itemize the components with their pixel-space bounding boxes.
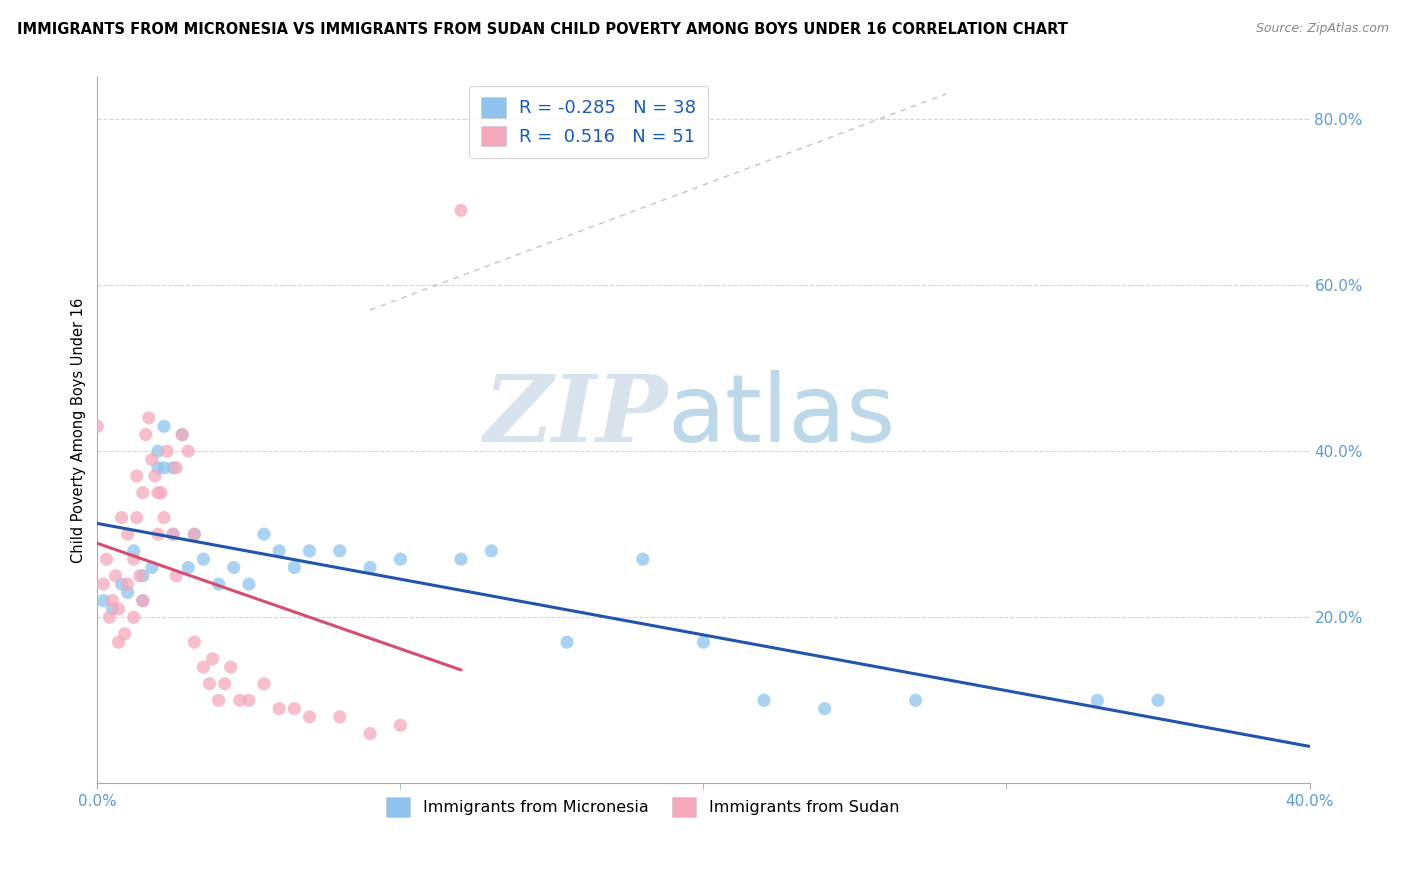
Point bbox=[117, 527, 139, 541]
Point bbox=[153, 510, 176, 524]
Text: IMMIGRANTS FROM MICRONESIA VS IMMIGRANTS FROM SUDAN CHILD POVERTY AMONG BOYS UND: IMMIGRANTS FROM MICRONESIA VS IMMIGRANTS… bbox=[17, 22, 1067, 37]
Point bbox=[201, 652, 224, 666]
Point bbox=[207, 577, 229, 591]
Point bbox=[814, 701, 837, 715]
Point bbox=[122, 552, 145, 566]
Point bbox=[104, 568, 127, 582]
Point bbox=[1087, 693, 1109, 707]
Point bbox=[153, 419, 176, 434]
Point bbox=[183, 635, 205, 649]
Point bbox=[132, 568, 155, 582]
Point bbox=[86, 419, 108, 434]
Point bbox=[359, 560, 381, 574]
Point bbox=[162, 527, 184, 541]
Point bbox=[752, 693, 775, 707]
Point bbox=[692, 635, 714, 649]
Point bbox=[207, 693, 229, 707]
Legend: Immigrants from Micronesia, Immigrants from Sudan: Immigrants from Micronesia, Immigrants f… bbox=[378, 789, 908, 825]
Point bbox=[93, 577, 115, 591]
Point bbox=[359, 726, 381, 740]
Point bbox=[107, 635, 129, 649]
Point bbox=[146, 485, 169, 500]
Point bbox=[238, 693, 260, 707]
Point bbox=[117, 577, 139, 591]
Point bbox=[269, 701, 291, 715]
Point bbox=[150, 485, 173, 500]
Point bbox=[222, 560, 245, 574]
Point bbox=[1147, 693, 1170, 707]
Point bbox=[198, 677, 221, 691]
Point bbox=[125, 469, 148, 483]
Point bbox=[143, 469, 166, 483]
Point bbox=[283, 701, 305, 715]
Point bbox=[96, 552, 118, 566]
Point bbox=[329, 710, 352, 724]
Text: Source: ZipAtlas.com: Source: ZipAtlas.com bbox=[1256, 22, 1389, 36]
Point bbox=[146, 460, 169, 475]
Point bbox=[165, 568, 187, 582]
Point bbox=[146, 444, 169, 458]
Point bbox=[165, 460, 187, 475]
Point bbox=[138, 411, 160, 425]
Y-axis label: Child Poverty Among Boys Under 16: Child Poverty Among Boys Under 16 bbox=[72, 298, 86, 563]
Point bbox=[229, 693, 252, 707]
Point bbox=[177, 560, 200, 574]
Point bbox=[107, 602, 129, 616]
Point bbox=[269, 544, 291, 558]
Point bbox=[146, 527, 169, 541]
Point bbox=[631, 552, 654, 566]
Point bbox=[450, 552, 472, 566]
Point bbox=[172, 427, 194, 442]
Point bbox=[110, 577, 132, 591]
Point bbox=[298, 544, 321, 558]
Point bbox=[114, 627, 136, 641]
Point bbox=[904, 693, 927, 707]
Point bbox=[98, 610, 121, 624]
Point bbox=[132, 485, 155, 500]
Point bbox=[101, 602, 124, 616]
Point bbox=[128, 568, 150, 582]
Point bbox=[253, 527, 276, 541]
Point bbox=[122, 544, 145, 558]
Point bbox=[555, 635, 578, 649]
Point bbox=[389, 552, 412, 566]
Point bbox=[122, 610, 145, 624]
Point bbox=[132, 593, 155, 607]
Point bbox=[162, 527, 184, 541]
Point bbox=[183, 527, 205, 541]
Point bbox=[214, 677, 236, 691]
Text: ZIP: ZIP bbox=[482, 371, 666, 461]
Point bbox=[117, 585, 139, 599]
Point bbox=[183, 527, 205, 541]
Point bbox=[177, 444, 200, 458]
Point bbox=[193, 660, 215, 674]
Point bbox=[219, 660, 242, 674]
Point bbox=[162, 460, 184, 475]
Point bbox=[156, 444, 179, 458]
Point bbox=[125, 510, 148, 524]
Point bbox=[110, 510, 132, 524]
Text: atlas: atlas bbox=[666, 370, 896, 462]
Point bbox=[101, 593, 124, 607]
Point bbox=[132, 593, 155, 607]
Point bbox=[193, 552, 215, 566]
Point bbox=[238, 577, 260, 591]
Point bbox=[479, 544, 502, 558]
Point bbox=[298, 710, 321, 724]
Point bbox=[450, 203, 472, 218]
Point bbox=[153, 460, 176, 475]
Point bbox=[283, 560, 305, 574]
Point bbox=[141, 560, 163, 574]
Point bbox=[135, 427, 157, 442]
Point bbox=[329, 544, 352, 558]
Point bbox=[172, 427, 194, 442]
Point bbox=[93, 593, 115, 607]
Point bbox=[389, 718, 412, 732]
Point bbox=[253, 677, 276, 691]
Point bbox=[141, 452, 163, 467]
